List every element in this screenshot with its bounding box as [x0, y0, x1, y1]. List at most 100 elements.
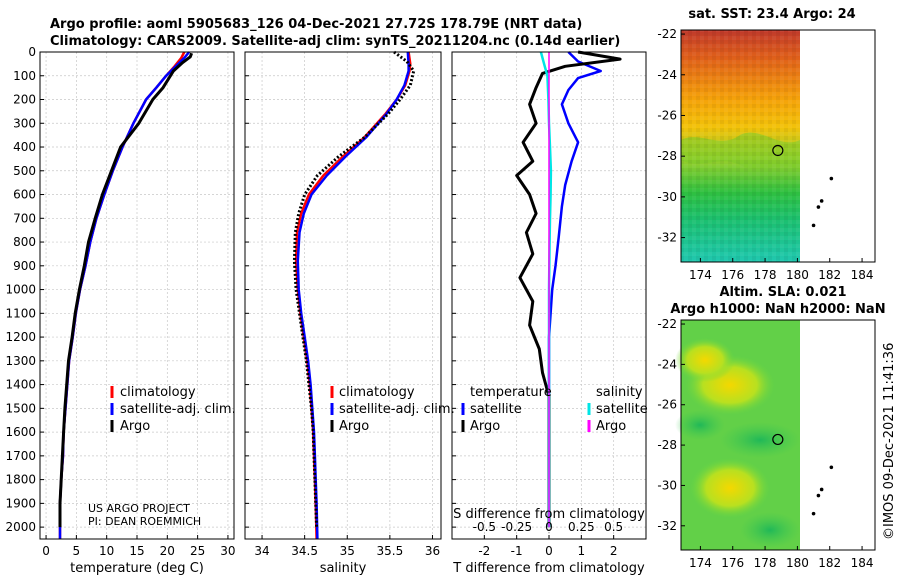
temperature-profile-panel: 0 5 10 15 20 25 30 temperature (deg C) 0 100 200 30… — [5, 45, 235, 576]
map-y-tick-label: -28 — [657, 438, 677, 452]
map-x-tick-label: 178 — [754, 268, 777, 282]
salinity-profile-panel: 34 34.5 35 35.5 36 salinity — [244, 50, 442, 576]
x2-tick-label: 0.25 — [568, 520, 595, 534]
sla-cool-anomaly — [720, 422, 800, 458]
map-y-tick-label: -28 — [657, 149, 677, 163]
x-tick-label: 0 — [545, 544, 553, 558]
x-tick-label: 36 — [425, 544, 440, 558]
sla-map-title: Altim. SLA: 0.021 — [720, 285, 847, 300]
float-track-point — [819, 199, 824, 203]
sst-texture — [681, 30, 800, 262]
map-y-tick-label: -24 — [657, 357, 677, 371]
x-tick-label: 25 — [190, 544, 205, 558]
x-tick-label: 1 — [578, 544, 586, 558]
y-tick-label: 500 — [13, 164, 36, 178]
difference-profile-panel: -2 -1 0 1 2 T difference from climatology -0.5… — [451, 50, 647, 576]
x-axis-label: salinity — [320, 561, 367, 576]
profile-location-marker — [772, 433, 784, 446]
project-label: US ARGO PROJECT — [88, 502, 190, 515]
x-tick-label: 34.5 — [291, 544, 318, 558]
map-y-tick-label: -26 — [657, 398, 677, 412]
x-tick-label: 15 — [129, 544, 144, 558]
sla-cool-anomaly — [675, 410, 725, 440]
float-track-point — [829, 176, 834, 181]
map-x-tick-label: 184 — [851, 268, 874, 282]
map-x-tick-label: 180 — [786, 556, 809, 570]
sla-warm-anomaly — [675, 338, 735, 382]
legend-satellite-label: satellite-adj. clim. — [339, 402, 455, 417]
figure-title-line1: Argo profile: aoml 5905683_126 04-Dec-20… — [50, 17, 582, 32]
map-x-tick-label: 178 — [754, 556, 777, 570]
imos-credit: ©IMOS 09-Dec-2021 11:41:36 — [882, 343, 897, 540]
y-tick-label: 800 — [13, 235, 36, 249]
float-track-point — [819, 487, 824, 492]
legend-t-argo-label: Argo — [470, 419, 500, 434]
map-y-tick-label: -22 — [657, 27, 677, 41]
legend-s-argo-label: Argo — [596, 419, 626, 434]
x-axis-label: temperature (deg C) — [70, 561, 204, 576]
series-line-satellite-adj-clim- — [296, 51, 410, 540]
map-x-tick-label: 182 — [818, 268, 841, 282]
legend-s-satellite-label: satellite — [596, 402, 648, 417]
legend-satellite-label: satellite-adj. clim. — [120, 402, 236, 417]
map-y-tick-label: -30 — [657, 190, 677, 204]
x-tick-label: 34 — [254, 544, 269, 558]
x-tick-label: 30 — [220, 544, 235, 558]
legend-t-satellite-label: satellite — [470, 402, 522, 417]
sla-cool-anomaly — [740, 512, 800, 548]
y-tick-label: 1700 — [5, 449, 36, 463]
map-x-tick-label: 184 — [851, 556, 874, 570]
map-y-tick-label: -26 — [657, 108, 677, 122]
y-tick-label: 1300 — [5, 354, 36, 368]
y-tick-label: 1000 — [5, 283, 36, 297]
x2-tick-label: -0.5 — [473, 520, 496, 534]
figure-title-line2: Climatology: CARS2009. Satellite-adj cli… — [50, 34, 620, 49]
x2-axis-label: S difference from climatology — [453, 507, 645, 522]
map-frame — [680, 319, 876, 551]
map-y-tick-label: -30 — [657, 478, 677, 492]
y-tick-label: 2000 — [5, 520, 36, 534]
y-tick-label: 700 — [13, 211, 36, 225]
y-tick-label: 1900 — [5, 496, 36, 510]
map-x-tick-label: 182 — [818, 556, 841, 570]
x-tick-label: 2 — [610, 544, 618, 558]
map-x-tick-label: 174 — [689, 268, 712, 282]
map-frame — [680, 29, 876, 263]
x2-tick-label: 0.5 — [604, 520, 623, 534]
x-tick-label: 35.5 — [377, 544, 404, 558]
x-tick-label: 20 — [160, 544, 175, 558]
legend-temperature-header: temperature — [470, 385, 552, 400]
float-track-point — [811, 511, 816, 516]
plot-area — [245, 52, 441, 539]
series-line-argo — [58, 52, 194, 528]
y-tick-label: 200 — [13, 93, 36, 107]
x2-tick-label: 0 — [545, 520, 553, 534]
y-tick-label: 100 — [13, 69, 36, 83]
sla-map: 174 176 178 180 182 184 -22 -24 -26 -28 -30 -32 — [657, 317, 876, 570]
series-line-argo — [292, 50, 416, 528]
map-y-tick-label: -32 — [657, 519, 677, 533]
map-x-tick-label: 174 — [689, 556, 712, 570]
x-axis-label: T difference from climatology — [452, 561, 645, 576]
map-y-tick-label: -32 — [657, 231, 677, 245]
y-tick-label: 300 — [13, 116, 36, 130]
legend-climatology-label: climatology — [120, 385, 196, 400]
y-tick-label: 0 — [28, 45, 36, 59]
x2-tick-label: -0.25 — [501, 520, 532, 534]
legend-salinity-header: salinity — [596, 385, 643, 400]
plot-frame — [244, 51, 442, 540]
map-x-tick-label: 180 — [786, 268, 809, 282]
y-tick-label: 1800 — [5, 473, 36, 487]
sla-warm-anomaly — [690, 458, 770, 518]
sst-map: 174 176 178 180 182 184 -22 -24 -26 -28 -30 -32 — [657, 27, 876, 282]
x-tick-label: 10 — [99, 544, 114, 558]
salinity-legend: climatology satellite-adj. clim. Argo — [330, 385, 455, 434]
profile-location-marker — [772, 144, 784, 157]
map-x-tick-label: 176 — [721, 268, 744, 282]
map-y-tick-label: -24 — [657, 68, 677, 82]
legend-argo-label: Argo — [120, 419, 150, 434]
y-tick-label: 900 — [13, 259, 36, 273]
float-track-point — [829, 465, 834, 470]
sst-map-title: sat. SST: 23.4 Argo: 24 — [688, 7, 855, 22]
